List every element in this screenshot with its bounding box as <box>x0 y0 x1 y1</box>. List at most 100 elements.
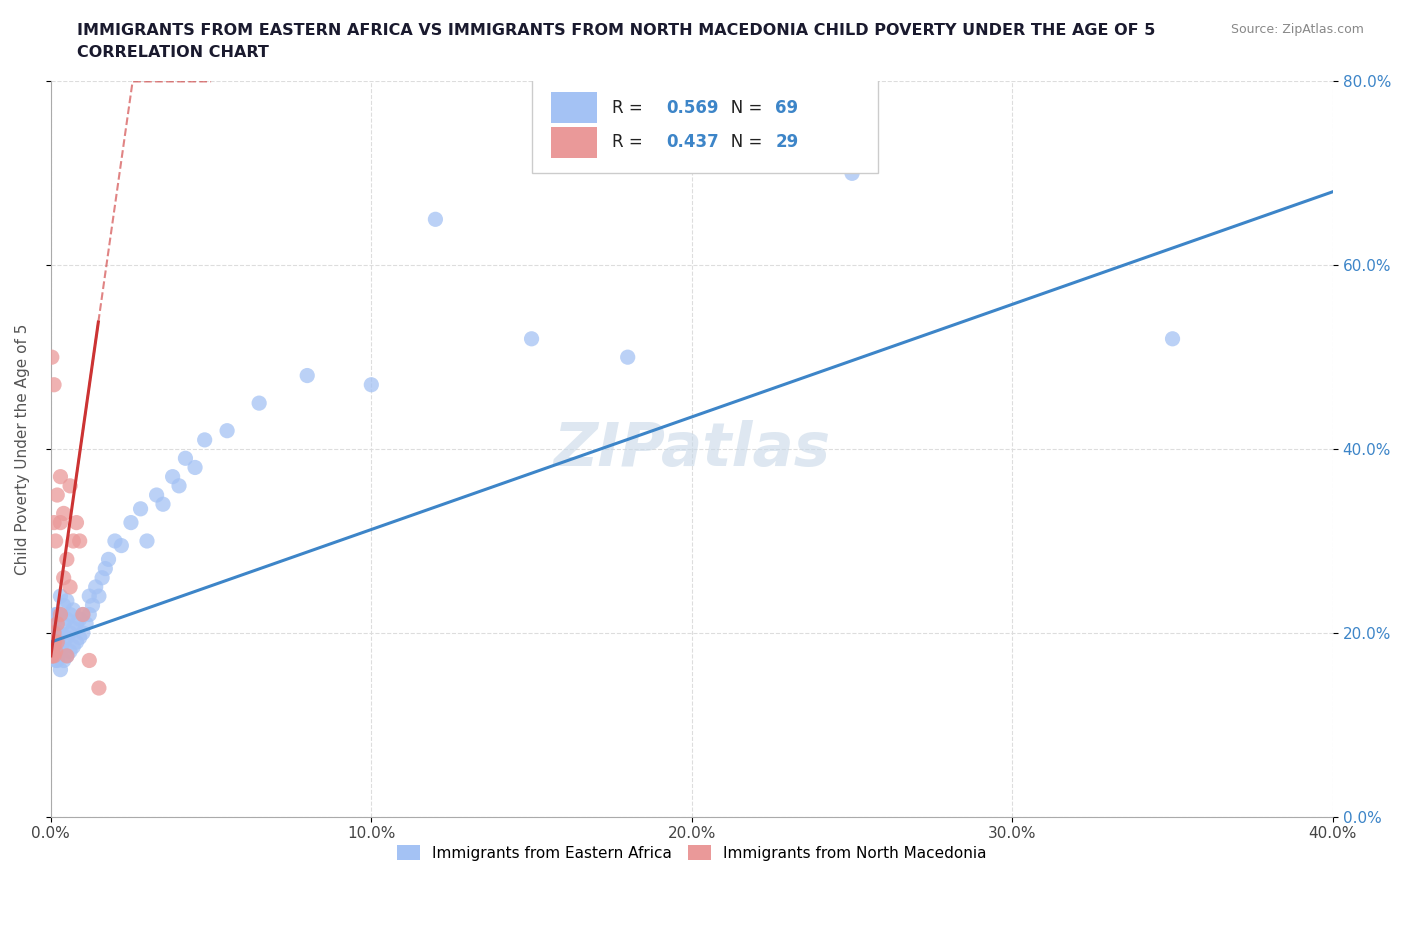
Point <box>297 368 319 383</box>
Point <box>79 589 101 604</box>
Point <box>42 626 65 641</box>
Point <box>120 515 142 530</box>
Point <box>59 626 82 641</box>
Point <box>45 634 67 649</box>
Point <box>41 648 63 663</box>
Point <box>49 662 72 677</box>
Point <box>62 639 84 654</box>
Point <box>184 460 207 475</box>
Point <box>49 589 72 604</box>
Point <box>42 617 65 631</box>
Point <box>69 534 91 549</box>
Point <box>841 166 863 180</box>
Point <box>129 501 152 516</box>
Point <box>616 350 638 365</box>
Point <box>59 579 82 594</box>
Point <box>45 653 67 668</box>
Point <box>44 644 66 658</box>
Point <box>46 648 69 663</box>
Text: R =: R = <box>613 134 648 152</box>
Point <box>45 534 67 549</box>
Point <box>82 598 104 613</box>
Point <box>45 644 67 658</box>
Point <box>56 551 79 566</box>
Point <box>49 470 72 485</box>
Text: 69: 69 <box>775 99 799 117</box>
FancyBboxPatch shape <box>551 127 598 158</box>
Point <box>425 212 447 227</box>
Point <box>56 630 79 644</box>
Point <box>360 378 382 392</box>
Point <box>79 607 101 622</box>
Y-axis label: Child Poverty Under the Age of 5: Child Poverty Under the Age of 5 <box>15 324 30 575</box>
Point <box>62 621 84 636</box>
Point <box>52 634 75 649</box>
Point <box>62 534 84 549</box>
Text: N =: N = <box>714 99 768 117</box>
Point <box>87 681 110 696</box>
Legend: Immigrants from Eastern Africa, Immigrants from North Macedonia: Immigrants from Eastern Africa, Immigran… <box>398 844 986 860</box>
Point <box>69 630 91 644</box>
Point <box>97 551 120 566</box>
Point <box>48 634 70 649</box>
Point <box>44 626 66 641</box>
Point <box>59 478 82 493</box>
Point <box>162 470 184 485</box>
Point <box>84 579 107 594</box>
Point <box>42 378 65 392</box>
Point <box>91 570 114 585</box>
Text: 0.569: 0.569 <box>666 99 718 117</box>
Point <box>46 653 69 668</box>
Point <box>41 644 63 658</box>
Point <box>59 607 82 622</box>
Point <box>1161 331 1184 346</box>
Point <box>520 331 543 346</box>
Point <box>79 653 101 668</box>
Point <box>46 607 69 622</box>
Point <box>46 634 69 649</box>
Point <box>42 648 65 663</box>
Point <box>94 561 117 576</box>
Point <box>52 653 75 668</box>
Text: R =: R = <box>613 99 648 117</box>
Point <box>52 598 75 613</box>
Point <box>46 617 69 631</box>
Point <box>72 607 94 622</box>
Point <box>49 626 72 641</box>
Text: IMMIGRANTS FROM EASTERN AFRICA VS IMMIGRANTS FROM NORTH MACEDONIA CHILD POVERTY : IMMIGRANTS FROM EASTERN AFRICA VS IMMIGR… <box>77 23 1156 38</box>
Text: 0.437: 0.437 <box>666 134 718 152</box>
Point <box>69 612 91 627</box>
Point <box>87 589 110 604</box>
Point <box>110 538 132 553</box>
Text: CORRELATION CHART: CORRELATION CHART <box>77 45 269 60</box>
Point <box>104 534 127 549</box>
Point <box>52 506 75 521</box>
Point <box>52 570 75 585</box>
Text: Source: ZipAtlas.com: Source: ZipAtlas.com <box>1230 23 1364 36</box>
Point <box>49 607 72 622</box>
Point <box>167 478 190 493</box>
Point <box>174 451 197 466</box>
Point <box>56 648 79 663</box>
Point <box>41 350 63 365</box>
Point <box>136 534 159 549</box>
Point <box>65 515 87 530</box>
Point <box>49 515 72 530</box>
Point <box>247 395 270 410</box>
Point <box>152 497 174 512</box>
Point <box>217 423 239 438</box>
Point <box>56 612 79 627</box>
Point <box>49 644 72 658</box>
Point <box>46 626 69 641</box>
Text: ZIPatlas: ZIPatlas <box>553 419 831 479</box>
Point <box>45 607 67 622</box>
Point <box>44 634 66 649</box>
Point <box>42 634 65 649</box>
Point <box>41 648 63 663</box>
Point <box>42 644 65 658</box>
Text: 29: 29 <box>775 134 799 152</box>
Point <box>42 634 65 649</box>
Point <box>75 617 97 631</box>
Point <box>59 644 82 658</box>
FancyBboxPatch shape <box>551 92 598 124</box>
